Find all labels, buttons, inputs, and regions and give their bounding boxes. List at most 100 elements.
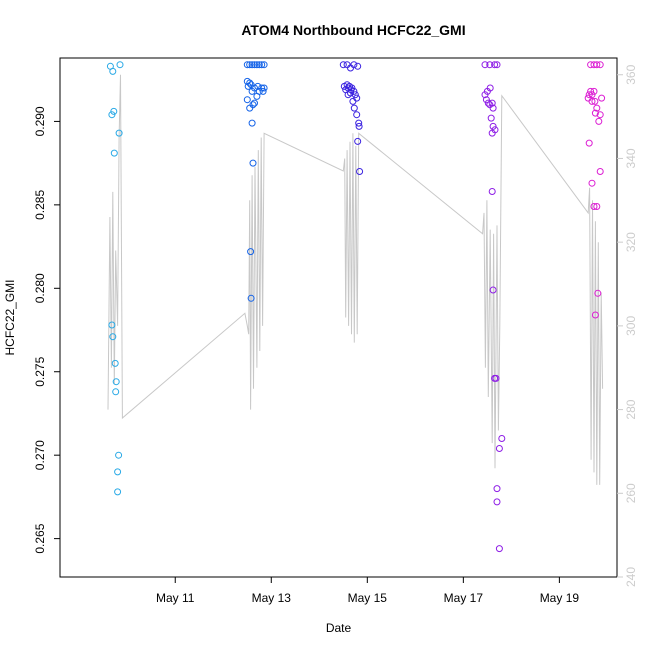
y2-tick-label: 280 <box>624 399 638 419</box>
data-point-series-3 <box>348 84 356 92</box>
y-tick-label: 0.285 <box>33 190 47 220</box>
data-point-series-5 <box>591 109 599 117</box>
data-point-series-2 <box>251 84 258 92</box>
data-point-series-2 <box>253 61 261 69</box>
data-point-series-4 <box>491 61 499 69</box>
data-point-series-4 <box>489 104 497 112</box>
y-tick-label: 0.290 <box>33 106 47 136</box>
data-point-series-5 <box>593 61 601 69</box>
y-tick-label: 0.270 <box>33 440 47 470</box>
data-point-series-4 <box>493 61 501 69</box>
data-point-series-2 <box>253 92 261 100</box>
x-axis-label: Date <box>326 621 352 635</box>
y2-tick-label: 320 <box>624 232 638 252</box>
plot-frame <box>59 57 618 578</box>
x-tick-label: May 11 <box>156 591 195 605</box>
data-point-series-1 <box>109 333 117 341</box>
data-point-series-1 <box>110 107 118 115</box>
data-point-series-3 <box>350 87 358 95</box>
data-point-series-4 <box>495 445 503 452</box>
secondary-line-series <box>107 74 604 485</box>
data-point-series-4 <box>486 84 494 92</box>
data-point-series-5 <box>588 97 596 105</box>
data-point-series-3 <box>339 61 347 69</box>
data-point-series-2 <box>243 96 251 104</box>
y2-tick-label: 240 <box>624 567 638 587</box>
data-point-series-3 <box>350 104 358 112</box>
data-point-series-4 <box>482 96 490 104</box>
data-point-series-3 <box>354 62 362 70</box>
data-point-series-1 <box>114 488 122 496</box>
data-point-series-2 <box>260 84 268 92</box>
data-point-series-4 <box>486 61 494 69</box>
data-point-series-3 <box>355 122 363 130</box>
data-point-series-2 <box>251 99 258 107</box>
data-point-series-5 <box>585 139 593 147</box>
y2-tick-label: 360 <box>624 64 638 84</box>
data-point-series-1 <box>109 67 117 75</box>
y2-tick-label: 300 <box>624 316 638 336</box>
data-point-series-4 <box>489 286 497 294</box>
data-point-series-1 <box>112 388 120 396</box>
data-point-series-5 <box>596 168 604 175</box>
data-point-series-4 <box>498 435 506 442</box>
data-point-series-2 <box>254 82 262 90</box>
data-point-series-2 <box>258 84 266 92</box>
data-point-series-5 <box>591 97 599 105</box>
data-point-series-3 <box>351 91 359 99</box>
data-point-series-5 <box>596 61 604 69</box>
data-point-series-5 <box>593 203 601 210</box>
data-point-series-4 <box>481 61 489 69</box>
data-point-series-2 <box>249 101 257 109</box>
data-point-series-5 <box>591 311 599 319</box>
data-point-series-3 <box>350 61 358 69</box>
chart-title: ATOM4 Northbound HCFC22_GMI <box>241 22 465 38</box>
data-point-series-4 <box>489 122 497 130</box>
data-point-series-3 <box>356 168 364 175</box>
data-point-series-3 <box>349 97 357 105</box>
data-point-series-5 <box>590 87 598 95</box>
data-point-series-5 <box>587 87 595 95</box>
data-point-series-1 <box>114 468 122 476</box>
data-point-series-3 <box>347 89 354 97</box>
data-point-series-2 <box>246 61 254 69</box>
data-point-series-2 <box>248 61 256 69</box>
data-point-series-1 <box>112 378 120 386</box>
data-point-series-5 <box>590 203 598 210</box>
data-point-series-1 <box>111 359 119 367</box>
data-point-series-2 <box>246 104 254 112</box>
data-point-series-2 <box>260 61 268 69</box>
data-point-series-2 <box>247 248 255 256</box>
data-point-series-5 <box>594 289 602 297</box>
data-point-series-1 <box>110 149 118 157</box>
data-point-series-3 <box>347 64 354 72</box>
data-point-series-4 <box>487 114 495 122</box>
data-point-series-1 <box>108 321 116 329</box>
data-point-series-2 <box>259 87 267 95</box>
data-point-series-5 <box>593 104 601 112</box>
data-point-series-4 <box>488 99 496 107</box>
data-point-series-4 <box>493 498 501 506</box>
data-point-series-2 <box>248 119 256 127</box>
y-tick-label: 0.275 <box>33 356 47 386</box>
data-point-series-2 <box>243 61 251 69</box>
y2-tick-label: 340 <box>624 148 638 168</box>
data-point-series-4 <box>488 188 496 195</box>
y-tick-label: 0.265 <box>33 523 47 553</box>
x-tick-label: May 13 <box>252 591 292 605</box>
x-tick-label: May 15 <box>348 591 388 605</box>
data-point-series-5 <box>598 94 606 102</box>
data-point-series-2 <box>246 79 254 87</box>
data-point-series-2 <box>251 61 258 69</box>
data-point-series-1 <box>116 61 124 69</box>
data-point-series-4 <box>493 485 501 493</box>
data-point-series-2 <box>258 61 266 69</box>
y2-tick-label: 260 <box>624 483 638 503</box>
data-point-series-4 <box>495 545 503 553</box>
x-tick-label: May 19 <box>540 591 580 605</box>
data-point-series-3 <box>355 119 363 127</box>
data-point-series-4 <box>491 126 499 134</box>
data-point-series-1 <box>115 451 123 459</box>
data-point-series-3 <box>354 137 362 145</box>
